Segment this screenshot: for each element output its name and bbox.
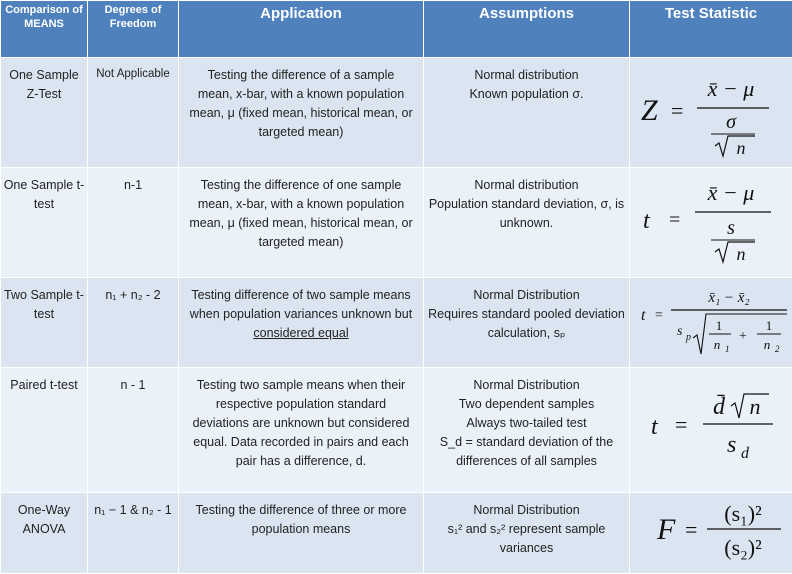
- assumptions-text: Normal Distribution Two dependent sample…: [424, 368, 630, 493]
- formula-denominator: (s₂)²: [724, 535, 762, 560]
- svg-text:=: =: [671, 98, 683, 123]
- degrees-of-freedom: n₁ + n₂ - 2: [88, 278, 179, 368]
- application-underlined: considered equal: [253, 326, 348, 340]
- formula-anova: F = (s₁)² (s₂)²: [630, 493, 792, 574]
- table-row-anova: One-Way ANOVA n₁ − 1 & n₂ - 1 Testing th…: [1, 493, 792, 574]
- degrees-of-freedom: n-1: [88, 168, 179, 278]
- formula-numerator: (s₁)²: [724, 501, 762, 526]
- formula-numerator: d̄: [713, 394, 726, 420]
- assumptions-text: Normal Distribution s₁² and s₂² represen…: [424, 493, 630, 574]
- formula-z-test: Z = x̄ − μ σ n: [630, 58, 792, 168]
- table-row-z-test: One Sample Z-Test Not Applicable Testing…: [1, 58, 792, 168]
- formula-sp: s: [677, 324, 683, 339]
- svg-text:=: =: [655, 308, 663, 323]
- header-row: Comparison of MEANS Degrees of Freedom A…: [1, 1, 792, 58]
- application-text: Testing the difference of a sample mean,…: [179, 58, 424, 168]
- application-pre: Testing difference of two sample means w…: [190, 288, 412, 321]
- test-name: One-Way ANOVA: [1, 493, 88, 574]
- assumptions-text: Normal distribution Population standard …: [424, 168, 630, 278]
- formula-lhs: t: [641, 307, 646, 324]
- application-text: Testing difference of two sample means w…: [179, 278, 424, 368]
- test-name: One Sample t-test: [1, 168, 88, 278]
- frac1-num: 1: [716, 318, 723, 333]
- formula-one-sample-t: t = x̄ − μ s n: [630, 168, 792, 278]
- frac2-num: 1: [766, 318, 773, 333]
- application-text: Testing two sample means when their resp…: [179, 368, 424, 493]
- formula-numerator: x̄ − μ: [707, 76, 755, 101]
- formula-root: n: [750, 394, 761, 419]
- assumptions-text: Normal Distribution Requires standard po…: [424, 278, 630, 368]
- header-assumptions: Assumptions: [424, 1, 630, 58]
- test-name: Two Sample t-test: [1, 278, 88, 368]
- table-row-one-sample-t: One Sample t-test n-1 Testing the differ…: [1, 168, 792, 278]
- formula-root: n: [737, 138, 746, 158]
- degrees-of-freedom: n₁ − 1 & n₂ - 1: [88, 493, 179, 574]
- formula-plus: +: [739, 329, 747, 344]
- degrees-of-freedom: Not Applicable: [88, 58, 179, 168]
- formula-root: n: [737, 244, 746, 264]
- header-test-statistic: Test Statistic: [630, 1, 792, 58]
- formula-numerator: x̄₁ − x̄₂: [707, 290, 749, 306]
- formula-paired-t: t = d̄ n s d: [630, 368, 792, 493]
- application-text: Testing the difference of three or more …: [179, 493, 424, 574]
- frac1-den: n: [714, 337, 721, 352]
- frac2-sub: 2: [775, 344, 780, 354]
- header-comparison: Comparison of MEANS: [1, 1, 88, 58]
- formula-lhs: Z: [641, 94, 658, 127]
- application-text: Testing the difference of one sample mea…: [179, 168, 424, 278]
- formula-lhs: t: [643, 208, 651, 234]
- table-row-two-sample-t: Two Sample t-test n₁ + n₂ - 2 Testing di…: [1, 278, 792, 368]
- formula-sp-sub: p: [685, 332, 691, 343]
- formula-two-sample-t: t = x̄₁ − x̄₂ s p 1 n 1 + 1 n 2: [630, 278, 792, 368]
- header-application: Application: [179, 1, 424, 58]
- formula-denominator: s: [727, 432, 736, 458]
- table-row-paired-t: Paired t-test n - 1 Testing two sample m…: [1, 368, 792, 493]
- formula-den-sub: d: [741, 445, 750, 462]
- header-degrees-of-freedom: Degrees of Freedom: [88, 1, 179, 58]
- frac1-sub: 1: [725, 344, 730, 354]
- formula-lhs: t: [651, 414, 659, 440]
- formula-denominator: σ: [726, 111, 737, 133]
- formula-numerator: x̄ − μ: [707, 180, 755, 205]
- formula-denominator: s: [727, 217, 735, 239]
- frac2-den: n: [764, 337, 771, 352]
- formula-lhs: F: [656, 513, 676, 546]
- degrees-of-freedom: n - 1: [88, 368, 179, 493]
- assumptions-text: Normal distribution Known population σ.: [424, 58, 630, 168]
- svg-text:=: =: [675, 412, 687, 437]
- svg-text:=: =: [685, 517, 697, 542]
- svg-text:=: =: [669, 209, 680, 231]
- test-name: One Sample Z-Test: [1, 58, 88, 168]
- test-name: Paired t-test: [1, 368, 88, 493]
